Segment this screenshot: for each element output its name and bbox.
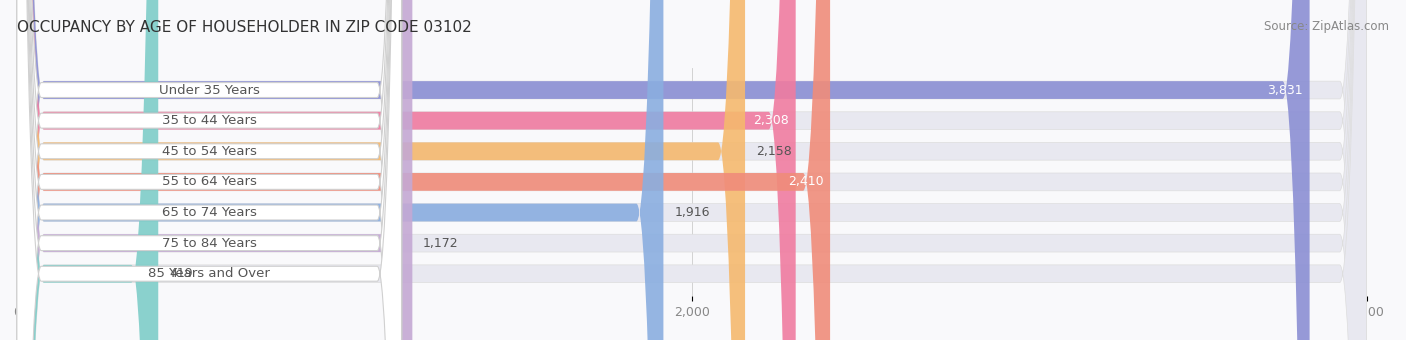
Text: 85 Years and Over: 85 Years and Over — [148, 267, 270, 280]
Text: 45 to 54 Years: 45 to 54 Years — [162, 145, 257, 158]
Text: OCCUPANCY BY AGE OF HOUSEHOLDER IN ZIP CODE 03102: OCCUPANCY BY AGE OF HOUSEHOLDER IN ZIP C… — [17, 20, 471, 35]
FancyBboxPatch shape — [17, 0, 1367, 340]
FancyBboxPatch shape — [17, 0, 402, 340]
FancyBboxPatch shape — [17, 0, 1367, 340]
FancyBboxPatch shape — [17, 0, 1367, 340]
FancyBboxPatch shape — [17, 0, 402, 340]
FancyBboxPatch shape — [17, 0, 402, 340]
Text: 419: 419 — [169, 267, 193, 280]
Text: 75 to 84 Years: 75 to 84 Years — [162, 237, 257, 250]
Text: 3,831: 3,831 — [1267, 84, 1303, 97]
Text: 1,916: 1,916 — [675, 206, 710, 219]
Text: 2,308: 2,308 — [754, 114, 789, 127]
FancyBboxPatch shape — [17, 0, 830, 340]
Text: 2,158: 2,158 — [756, 145, 792, 158]
FancyBboxPatch shape — [17, 0, 402, 340]
FancyBboxPatch shape — [17, 0, 1367, 340]
Text: 2,410: 2,410 — [787, 175, 824, 188]
FancyBboxPatch shape — [17, 0, 402, 340]
FancyBboxPatch shape — [17, 0, 1367, 340]
FancyBboxPatch shape — [17, 0, 1309, 340]
Text: 55 to 64 Years: 55 to 64 Years — [162, 175, 257, 188]
Text: Source: ZipAtlas.com: Source: ZipAtlas.com — [1264, 20, 1389, 33]
FancyBboxPatch shape — [17, 0, 796, 340]
FancyBboxPatch shape — [17, 0, 745, 340]
FancyBboxPatch shape — [17, 0, 412, 340]
FancyBboxPatch shape — [17, 0, 159, 340]
FancyBboxPatch shape — [17, 0, 402, 340]
Text: 35 to 44 Years: 35 to 44 Years — [162, 114, 257, 127]
Text: 1,172: 1,172 — [423, 237, 458, 250]
Text: Under 35 Years: Under 35 Years — [159, 84, 260, 97]
FancyBboxPatch shape — [17, 0, 1367, 340]
FancyBboxPatch shape — [17, 0, 1367, 340]
FancyBboxPatch shape — [17, 0, 402, 340]
Text: 65 to 74 Years: 65 to 74 Years — [162, 206, 257, 219]
FancyBboxPatch shape — [17, 0, 664, 340]
